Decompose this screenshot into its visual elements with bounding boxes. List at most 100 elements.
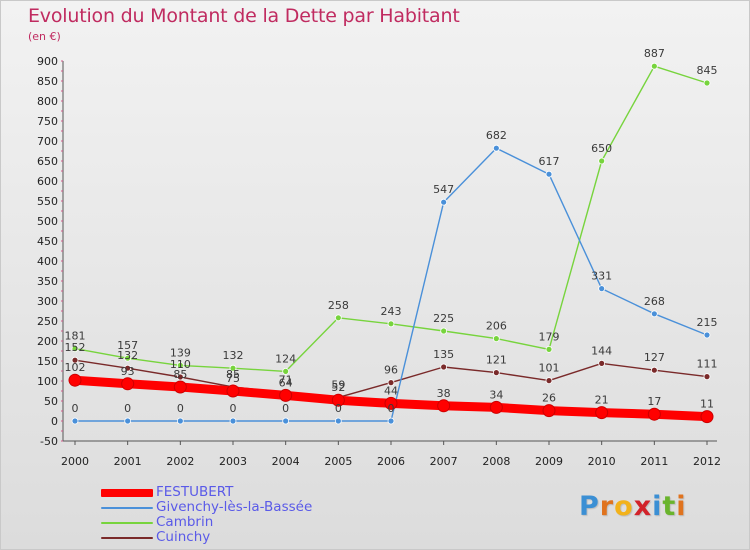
- data-point: [226, 384, 240, 398]
- y-tick-label: 150: [37, 355, 58, 368]
- data-point: [598, 359, 606, 367]
- legend-swatch: [101, 537, 153, 539]
- data-point: [440, 363, 448, 371]
- data-label: 34: [489, 388, 503, 401]
- data-point: [387, 379, 395, 387]
- y-tick-label: 350: [37, 275, 58, 288]
- data-label: 0: [177, 402, 184, 415]
- chart-legend: FESTUBERT Givenchy-lès-la-Bassée Cambrin Cu…: [101, 485, 361, 545]
- data-label: 38: [437, 387, 451, 400]
- data-label: 75: [226, 372, 240, 385]
- data-point: [124, 364, 132, 372]
- y-tick-label: 0: [51, 415, 58, 428]
- data-label: 26: [542, 392, 556, 405]
- data-point: [176, 417, 184, 425]
- data-label: 44: [384, 384, 398, 397]
- data-point: [334, 417, 342, 425]
- data-label: 127: [644, 351, 665, 364]
- data-point: [437, 399, 451, 413]
- series-cambrin: [71, 62, 711, 375]
- data-point: [703, 373, 711, 381]
- data-point: [387, 417, 395, 425]
- data-label: 139: [170, 346, 191, 359]
- data-point: [650, 310, 658, 318]
- data-label: 258: [328, 299, 349, 312]
- data-label: 179: [539, 330, 560, 343]
- data-point: [334, 314, 342, 322]
- data-point: [492, 335, 500, 343]
- data-label: 144: [591, 344, 612, 357]
- data-label: 52: [331, 381, 345, 394]
- data-point: [282, 417, 290, 425]
- data-label: 101: [539, 362, 560, 375]
- data-point: [279, 388, 293, 402]
- data-label: 0: [335, 402, 342, 415]
- data-point: [176, 361, 184, 369]
- data-label: 17: [647, 395, 661, 408]
- data-label: 0: [282, 402, 289, 415]
- data-label: 0: [124, 402, 131, 415]
- data-label: 0: [388, 402, 395, 415]
- x-tick-label: 2011: [640, 455, 668, 468]
- data-point: [545, 377, 553, 385]
- chart-unit-label: (en €): [28, 30, 61, 43]
- data-label: 85: [226, 368, 240, 381]
- y-tick-label: 250: [37, 315, 58, 328]
- data-label: 0: [72, 402, 79, 415]
- data-label: 11: [700, 398, 714, 411]
- data-point: [173, 380, 187, 394]
- data-point: [703, 331, 711, 339]
- data-point: [124, 417, 132, 425]
- data-point: [71, 345, 79, 353]
- data-label: 110: [170, 358, 191, 371]
- x-tick-label: 2008: [482, 455, 510, 468]
- data-point: [121, 377, 135, 391]
- logo-letter: P: [579, 491, 600, 522]
- data-point: [598, 157, 606, 165]
- logo-letter: r: [599, 491, 615, 522]
- data-label: 243: [381, 305, 402, 318]
- data-label: 135: [433, 348, 454, 361]
- data-point: [598, 285, 606, 293]
- legend-swatch: [101, 507, 153, 509]
- data-label: 157: [117, 339, 138, 352]
- y-tick-label: 900: [37, 55, 58, 68]
- data-label: 887: [644, 47, 665, 60]
- data-label: 85: [173, 368, 187, 381]
- x-tick-label: 2009: [535, 455, 563, 468]
- data-point: [282, 367, 290, 375]
- logo-letter: i: [676, 491, 687, 522]
- x-tick-label: 2010: [588, 455, 616, 468]
- data-label: 132: [223, 349, 244, 362]
- y-tick-label: 550: [37, 195, 58, 208]
- data-label: 96: [384, 364, 398, 377]
- data-label: 111: [697, 358, 718, 371]
- data-point: [387, 320, 395, 328]
- legend-label: Cambrin: [156, 514, 214, 530]
- data-label: 331: [591, 270, 612, 283]
- legend-label: Givenchy-lès-la-Bassée: [156, 499, 313, 515]
- data-label: 682: [486, 129, 507, 142]
- data-label: 93: [121, 365, 135, 378]
- logo-letter: t: [662, 491, 677, 522]
- data-point: [440, 327, 448, 335]
- data-point: [229, 417, 237, 425]
- y-tick-label: 400: [37, 255, 58, 268]
- x-tick-label: 2007: [430, 455, 458, 468]
- data-label: 0: [230, 402, 237, 415]
- legend-swatch: [101, 489, 153, 497]
- y-tick-label: 650: [37, 155, 58, 168]
- chart-title: Evolution du Montant de la Dette par Hab…: [28, 5, 460, 27]
- x-tick-label: 2012: [693, 455, 721, 468]
- x-tick-label: 2005: [324, 455, 352, 468]
- data-point: [650, 366, 658, 374]
- x-tick-label: 2000: [61, 455, 89, 468]
- y-tick-label: 200: [37, 335, 58, 348]
- x-tick-label: 2004: [272, 455, 300, 468]
- data-label: 215: [697, 316, 718, 329]
- data-point: [71, 417, 79, 425]
- data-point: [595, 406, 609, 420]
- legend-label: Cuinchy: [156, 529, 211, 545]
